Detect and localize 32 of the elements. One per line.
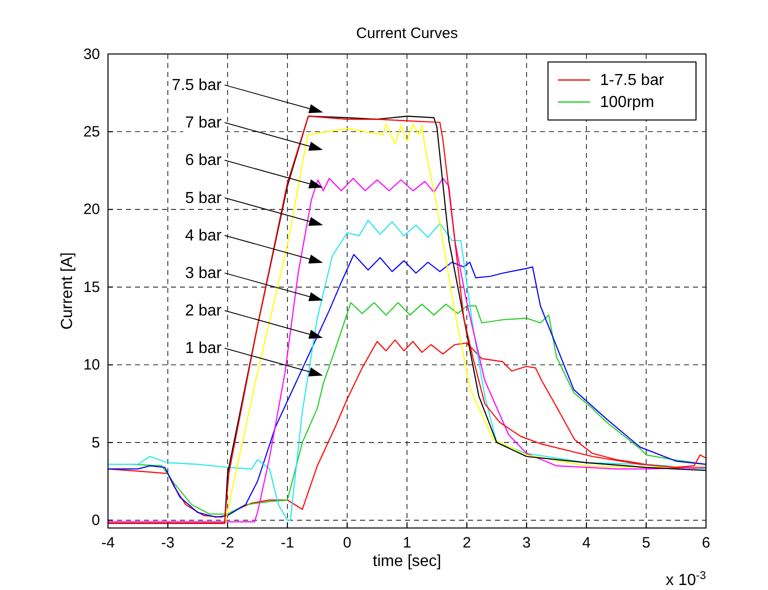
legend-label: 1-7.5 bar (600, 72, 665, 89)
x-tick-label: 6 (702, 534, 710, 552)
annotation: 3 bar (185, 265, 222, 282)
x-tick-label: -2 (220, 534, 234, 552)
y-tick-label: 25 (83, 124, 100, 141)
y-axis-title: Current [A] (59, 252, 76, 330)
annotation: 6 bar (185, 152, 222, 170)
x-axis-title: time [sec] (372, 553, 442, 570)
y-tick-label: 5 (92, 434, 100, 452)
x-tick-label: 4 (582, 534, 591, 552)
x-tick-label: 3 (522, 534, 531, 552)
y-tick-label: 0 (92, 512, 100, 530)
x-tick-label: 5 (642, 534, 650, 552)
x-tick-label: -4 (101, 534, 115, 552)
chart-title: Current Curves (356, 25, 458, 42)
x-tick-label: 2 (462, 534, 471, 552)
annotation: 2 bar (185, 302, 222, 320)
y-tick-label: 15 (83, 278, 100, 296)
legend-label: 100rpm (600, 94, 654, 111)
y-tick-label: 10 (83, 356, 100, 374)
annotation: 5 bar (185, 190, 222, 207)
annotation: 4 bar (185, 227, 222, 244)
x-tick-label: -3 (161, 534, 174, 552)
annotation: 7 bar (185, 114, 222, 132)
x-tick-label: -1 (280, 534, 294, 552)
y-tick-label: 20 (83, 201, 100, 218)
y-tick-label: 30 (83, 46, 100, 63)
annotation: 1 bar (185, 340, 222, 358)
annotation: 7.5 bar (172, 77, 222, 94)
text: x 10$^{-3}$ (666, 570, 706, 589)
x-tick-label: 0 (343, 534, 352, 552)
x-tick-label: 1 (402, 534, 412, 552)
